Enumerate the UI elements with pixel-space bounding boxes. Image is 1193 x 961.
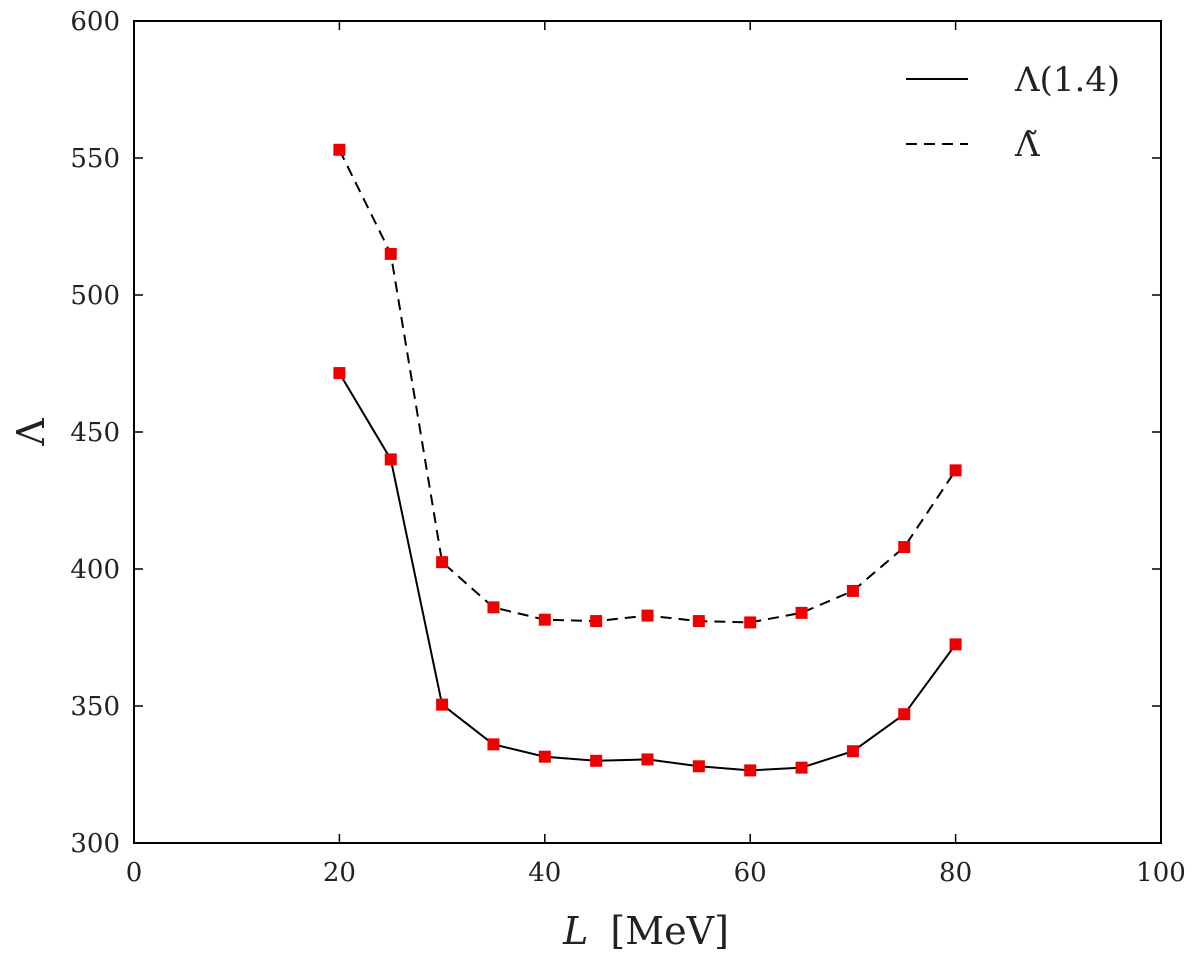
data-point-marker: [538, 750, 551, 763]
data-point-marker: [898, 708, 911, 721]
legend-label-1: Λ̃: [1014, 125, 1040, 165]
data-point-marker: [590, 754, 603, 767]
data-point-marker: [898, 541, 911, 554]
x-axis-label-unit: [MeV]: [610, 909, 729, 953]
legend-label-0: Λ(1.4): [1014, 60, 1120, 100]
data-point-marker: [384, 247, 397, 260]
y-tick-label: 550: [70, 144, 120, 174]
data-point-marker: [949, 638, 962, 651]
x-axis-label: L [MeV]: [562, 909, 729, 953]
y-tick-label: 600: [70, 7, 120, 37]
y-tick-label: 500: [70, 281, 120, 311]
series-line-lambda-1-4: [338, 372, 957, 772]
series-markers: [333, 143, 962, 777]
data-point-marker: [538, 613, 551, 626]
data-point-marker: [590, 615, 603, 628]
data-point-marker: [641, 609, 654, 622]
data-point-marker: [795, 761, 808, 774]
x-axis-label-symbol: L: [562, 909, 588, 953]
data-point-marker: [436, 556, 449, 569]
data-point-marker: [436, 698, 449, 711]
x-tick-label: 80: [939, 858, 972, 888]
axes-frame-layer: [133, 20, 1162, 844]
data-point-marker: [744, 616, 757, 629]
data-point-marker: [384, 453, 397, 466]
y-tick-label: 450: [70, 418, 120, 448]
x-tick-label: 60: [734, 858, 767, 888]
data-point-marker: [846, 584, 859, 597]
y-tick-label: 300: [70, 829, 120, 859]
data-point-marker: [744, 764, 757, 777]
data-point-marker: [487, 738, 500, 751]
axis-ticks: 0 20 40 60 80 100 300 350 400 450 500 550 600: [70, 7, 1185, 888]
data-point-marker: [795, 606, 808, 619]
data-point-marker: [333, 143, 346, 156]
legend: Λ(1.4) Λ̃: [906, 60, 1120, 165]
data-point-marker: [692, 615, 705, 628]
plot-frame: [133, 20, 1162, 844]
y-axis-label: Λ: [9, 418, 53, 447]
x-tick-label: 100: [1136, 858, 1186, 888]
y-tick-label: 350: [70, 692, 120, 722]
data-point-marker: [487, 601, 500, 614]
x-tick-label: 40: [528, 858, 561, 888]
data-point-marker: [949, 464, 962, 477]
y-tick-label: 400: [70, 555, 120, 585]
data-point-marker: [846, 745, 859, 758]
x-tick-label: 0: [126, 858, 143, 888]
data-point-marker: [641, 753, 654, 766]
series-lines: [338, 149, 957, 772]
series-line-lambda-tilde: [338, 149, 957, 624]
data-point-marker: [333, 367, 346, 380]
x-tick-label: 20: [323, 858, 356, 888]
data-point-marker: [692, 760, 705, 773]
